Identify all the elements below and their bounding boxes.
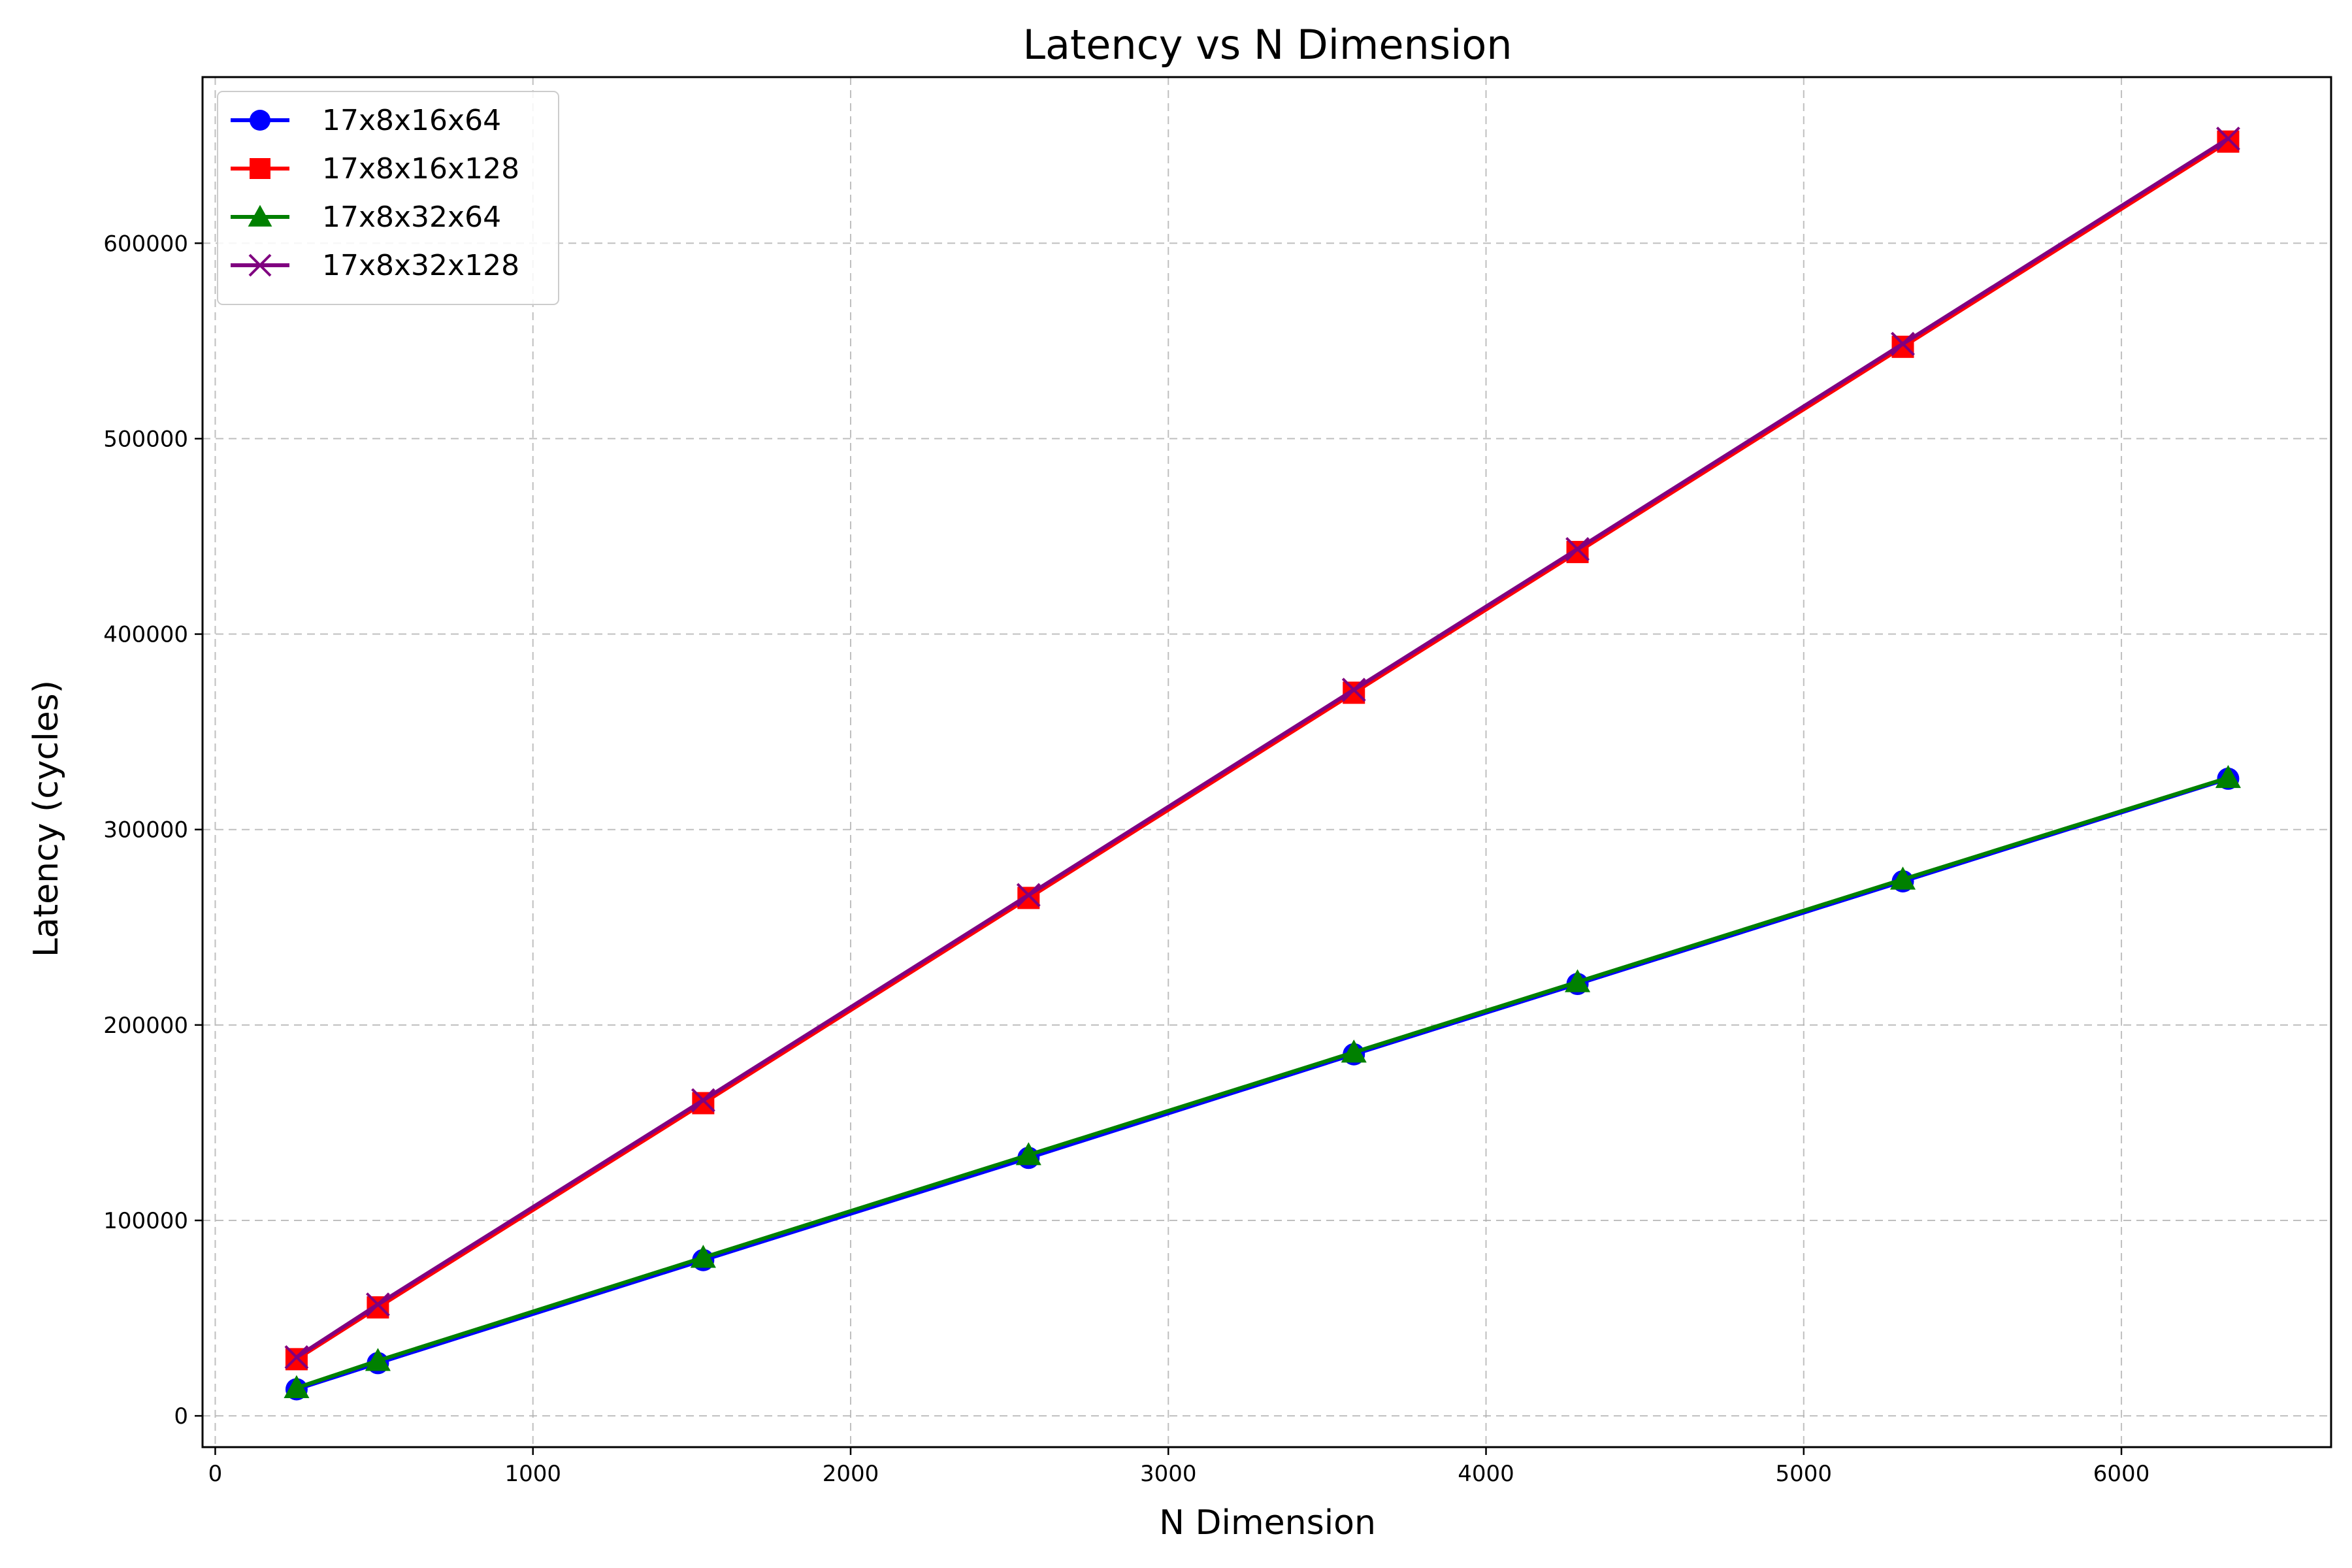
legend-label: 17x8x32x128 — [322, 249, 519, 282]
series-layer — [284, 126, 2241, 1401]
series-17x8x32x64 — [284, 764, 2241, 1398]
legend-label: 17x8x16x128 — [322, 152, 519, 186]
axes-layer: 0 1000 2000 3000 4000 5000 6000 0 100000 200000 30… — [103, 76, 2332, 1487]
data-point — [2215, 764, 2241, 789]
legend-marker — [248, 253, 272, 277]
x-marker-stroke — [691, 1088, 715, 1113]
data-point — [284, 1345, 309, 1369]
x-marker-stroke — [248, 253, 272, 277]
x-tick-label: 3000 — [1140, 1461, 1197, 1487]
y-tick-label: 500000 — [103, 426, 188, 452]
x-marker-stroke — [366, 1292, 390, 1317]
legend-item: 17x8x32x64 — [231, 201, 501, 234]
y-tick-label: 400000 — [103, 622, 188, 648]
grid-layer — [203, 77, 2331, 1447]
data-point — [1341, 678, 1366, 702]
data-point — [2216, 126, 2240, 151]
x-axis-title: N Dimension — [1159, 1503, 1376, 1543]
x-tick-label: 2000 — [823, 1461, 879, 1487]
y-tick-label: 600000 — [103, 231, 188, 257]
x-tick-label: 6000 — [2093, 1461, 2150, 1487]
plot-frame — [201, 76, 2332, 1448]
y-tick-label: 200000 — [103, 1013, 188, 1039]
series-line — [294, 776, 2230, 1390]
legend-marker — [248, 204, 272, 227]
x-marker-stroke — [2216, 126, 2240, 151]
data-point — [284, 1375, 310, 1398]
x-marker-stroke — [1016, 883, 1041, 907]
legend-marker — [250, 158, 270, 179]
chart-title: Latency vs N Dimension — [1022, 21, 1512, 69]
x-tick-label: 5000 — [1776, 1461, 1833, 1487]
x-tick-label: 1000 — [504, 1461, 561, 1487]
x-marker-stroke — [1341, 678, 1366, 702]
x-marker-stroke — [284, 1345, 309, 1369]
series-17x8x32x128 — [284, 126, 2240, 1369]
data-point — [1016, 883, 1041, 907]
x-tick-label: 4000 — [1458, 1461, 1514, 1487]
legend-item: 17x8x16x64 — [231, 104, 501, 137]
data-point — [690, 1245, 716, 1268]
y-tick-label: 0 — [174, 1403, 188, 1429]
data-point — [1341, 1039, 1367, 1063]
series-line — [294, 139, 2230, 1362]
data-point — [1889, 866, 1916, 890]
legend-item: 17x8x16x128 — [231, 152, 519, 186]
y-tick-label: 100000 — [103, 1208, 188, 1234]
x-tick-label: 0 — [208, 1461, 223, 1487]
data-point — [1565, 537, 1590, 561]
series-line — [294, 137, 2230, 1360]
data-point — [365, 1348, 391, 1371]
data-point — [691, 1088, 715, 1113]
data-point — [1565, 969, 1591, 992]
data-point — [1015, 1142, 1041, 1166]
y-axis-title: Latency (cycles) — [27, 680, 66, 957]
legend-item: 17x8x32x128 — [231, 249, 519, 282]
x-marker-stroke — [1891, 331, 1915, 356]
data-point — [1891, 331, 1915, 356]
data-point — [366, 1292, 390, 1317]
legend-label: 17x8x32x64 — [322, 201, 501, 234]
legend-marker — [250, 110, 270, 131]
legend-box — [217, 91, 559, 305]
legend-label: 17x8x16x64 — [322, 104, 501, 137]
legend: 17x8x16x64 17x8x16x128 17x8x32x64 17x8x32x1… — [217, 91, 559, 305]
y-tick-label: 300000 — [103, 817, 188, 843]
x-marker-stroke — [1565, 537, 1590, 561]
